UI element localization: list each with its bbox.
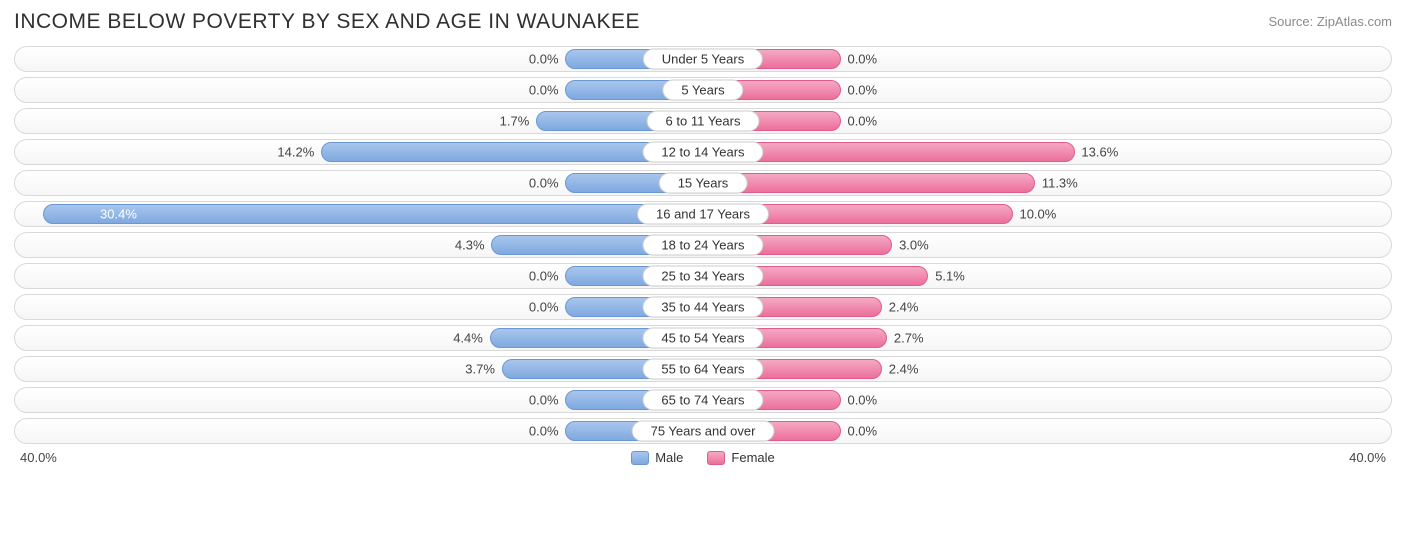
chart-header: INCOME BELOW POVERTY BY SEX AND AGE IN W… — [14, 10, 1392, 34]
row-track: 3.7% 2.4% 55 to 64 Years — [14, 356, 1392, 382]
chart-row: 4.3% 3.0% 18 to 24 Years — [14, 232, 1392, 258]
row-track: 1.7% 0.0% 6 to 11 Years — [14, 108, 1392, 134]
row-track: 4.4% 2.7% 45 to 54 Years — [14, 325, 1392, 351]
chart-row: 30.4% 10.0% 16 and 17 Years — [14, 201, 1392, 227]
chart-row: 1.7% 0.0% 6 to 11 Years — [14, 108, 1392, 134]
chart-row: 0.0% 0.0% 65 to 74 Years — [14, 387, 1392, 413]
chart-row: 3.7% 2.4% 55 to 64 Years — [14, 356, 1392, 382]
row-track: 30.4% 10.0% 16 and 17 Years — [14, 201, 1392, 227]
chart-row: 0.0% 11.3% 15 Years — [14, 170, 1392, 196]
category-label: 12 to 14 Years — [642, 142, 763, 163]
row-track: 4.3% 3.0% 18 to 24 Years — [14, 232, 1392, 258]
chart-row: 0.0% 0.0% 75 Years and over — [14, 418, 1392, 444]
chart-footer: 40.0% Male Female 40.0% — [14, 450, 1392, 465]
axis-left-max: 40.0% — [20, 450, 57, 465]
male-value-label: 0.0% — [529, 424, 559, 439]
row-track: 0.0% 0.0% Under 5 Years — [14, 46, 1392, 72]
category-label: 5 Years — [662, 80, 743, 101]
female-bar — [703, 173, 1035, 193]
male-value-label: 3.7% — [465, 362, 495, 377]
chart-row: 0.0% 2.4% 35 to 44 Years — [14, 294, 1392, 320]
row-track: 0.0% 0.0% 65 to 74 Years — [14, 387, 1392, 413]
diverging-bar-chart: 0.0% 0.0% Under 5 Years 0.0% 0.0% 5 Years 1.7%… — [14, 46, 1392, 444]
legend: Male Female — [631, 450, 775, 465]
row-track: 0.0% 0.0% 5 Years — [14, 77, 1392, 103]
female-value-label: 0.0% — [847, 114, 877, 129]
male-value-label: 0.0% — [529, 300, 559, 315]
chart-row: 14.2% 13.6% 12 to 14 Years — [14, 139, 1392, 165]
female-value-label: 0.0% — [847, 83, 877, 98]
male-value-label: 1.7% — [500, 114, 530, 129]
female-value-label: 11.3% — [1042, 176, 1078, 191]
female-value-label: 3.0% — [899, 238, 929, 253]
male-swatch — [631, 451, 649, 465]
male-bar — [43, 204, 703, 224]
male-value-label: 30.4% — [100, 207, 137, 222]
male-value-label: 14.2% — [277, 145, 314, 160]
chart-row: 0.0% 0.0% 5 Years — [14, 77, 1392, 103]
category-label: 6 to 11 Years — [647, 111, 760, 132]
category-label: 16 and 17 Years — [637, 204, 769, 225]
axis-right-max: 40.0% — [1349, 450, 1386, 465]
category-label: 25 to 34 Years — [642, 266, 763, 287]
chart-title: INCOME BELOW POVERTY BY SEX AND AGE IN W… — [14, 10, 640, 34]
female-value-label: 0.0% — [847, 424, 877, 439]
category-label: 55 to 64 Years — [642, 359, 763, 380]
legend-female-label: Female — [731, 450, 774, 465]
row-track: 0.0% 5.1% 25 to 34 Years — [14, 263, 1392, 289]
female-value-label: 2.4% — [889, 300, 919, 315]
legend-male-label: Male — [655, 450, 683, 465]
female-value-label: 13.6% — [1081, 145, 1118, 160]
chart-row: 0.0% 5.1% 25 to 34 Years — [14, 263, 1392, 289]
female-swatch — [707, 451, 725, 465]
male-value-label: 0.0% — [529, 176, 559, 191]
female-value-label: 10.0% — [1019, 207, 1056, 222]
male-value-label: 4.4% — [453, 331, 483, 346]
row-track: 0.0% 0.0% 75 Years and over — [14, 418, 1392, 444]
female-value-label: 2.7% — [894, 331, 924, 346]
category-label: 65 to 74 Years — [642, 390, 763, 411]
category-label: 75 Years and over — [632, 421, 775, 442]
female-value-label: 0.0% — [847, 52, 877, 67]
row-track: 0.0% 11.3% 15 Years — [14, 170, 1392, 196]
female-value-label: 0.0% — [847, 393, 877, 408]
legend-female: Female — [707, 450, 774, 465]
male-value-label: 0.0% — [529, 393, 559, 408]
male-value-label: 0.0% — [529, 269, 559, 284]
category-label: Under 5 Years — [643, 49, 763, 70]
chart-row: 0.0% 0.0% Under 5 Years — [14, 46, 1392, 72]
legend-male: Male — [631, 450, 683, 465]
category-label: 45 to 54 Years — [642, 328, 763, 349]
male-value-label: 4.3% — [455, 238, 485, 253]
category-label: 15 Years — [659, 173, 748, 194]
male-value-label: 0.0% — [529, 52, 559, 67]
category-label: 35 to 44 Years — [642, 297, 763, 318]
female-value-label: 5.1% — [935, 269, 965, 284]
female-value-label: 2.4% — [889, 362, 919, 377]
male-value-label: 0.0% — [529, 83, 559, 98]
chart-row: 4.4% 2.7% 45 to 54 Years — [14, 325, 1392, 351]
category-label: 18 to 24 Years — [642, 235, 763, 256]
row-track: 0.0% 2.4% 35 to 44 Years — [14, 294, 1392, 320]
chart-source: Source: ZipAtlas.com — [1268, 14, 1392, 29]
row-track: 14.2% 13.6% 12 to 14 Years — [14, 139, 1392, 165]
